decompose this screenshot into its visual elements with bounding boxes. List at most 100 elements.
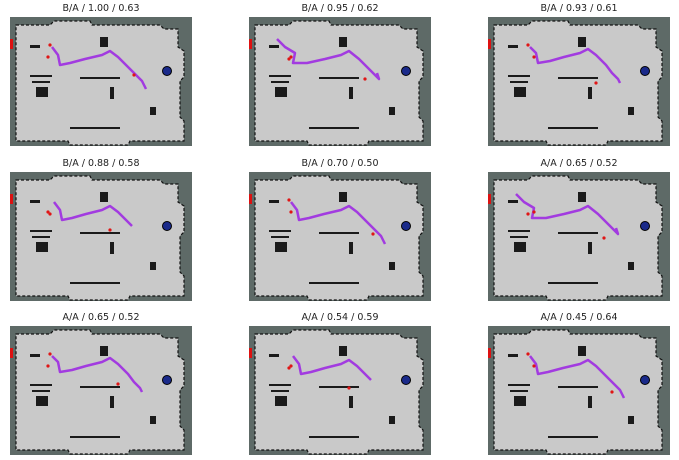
map-panel bbox=[488, 17, 670, 146]
agent-marker bbox=[526, 352, 529, 355]
obstacle bbox=[319, 77, 359, 79]
agent-marker bbox=[363, 77, 366, 80]
obstacle bbox=[339, 192, 347, 202]
obstacle bbox=[309, 436, 359, 438]
agent-marker bbox=[48, 212, 51, 215]
obstacle bbox=[548, 282, 598, 284]
agent-marker bbox=[371, 232, 374, 235]
obstacle bbox=[110, 242, 114, 254]
wall-marker bbox=[10, 194, 13, 204]
obstacle bbox=[110, 396, 114, 408]
map-panel bbox=[10, 326, 192, 455]
agent-marker bbox=[48, 43, 51, 46]
obstacle bbox=[275, 396, 287, 406]
obstacle bbox=[508, 200, 518, 203]
agent-marker bbox=[526, 43, 529, 46]
obstacle bbox=[628, 262, 634, 270]
agent-marker bbox=[108, 228, 111, 231]
obstacle bbox=[349, 396, 353, 408]
obstacle bbox=[514, 242, 526, 252]
obstacle bbox=[269, 45, 279, 48]
obstacle bbox=[36, 242, 48, 252]
obstacle bbox=[100, 346, 108, 356]
wall-marker bbox=[488, 194, 491, 204]
map-panel bbox=[10, 17, 192, 146]
wall-marker bbox=[488, 348, 491, 358]
obstacle bbox=[558, 386, 598, 388]
obstacle bbox=[558, 77, 598, 79]
obstacle bbox=[508, 75, 530, 77]
goal-marker bbox=[402, 222, 411, 231]
obstacle bbox=[349, 242, 353, 254]
obstacle bbox=[36, 396, 48, 406]
map-panel bbox=[249, 172, 431, 301]
obstacle bbox=[70, 282, 120, 284]
obstacle bbox=[271, 390, 289, 392]
obstacle bbox=[80, 232, 120, 234]
agent-marker bbox=[287, 57, 290, 60]
obstacle bbox=[349, 87, 353, 99]
map-panel bbox=[249, 326, 431, 455]
wall-marker bbox=[488, 39, 491, 49]
obstacle bbox=[339, 346, 347, 356]
obstacle bbox=[70, 436, 120, 438]
obstacle bbox=[30, 384, 52, 386]
wall-marker bbox=[249, 194, 252, 204]
figure: B/A / 1.00 / 0.63B/A / 0.95 / 0.62B/A / … bbox=[0, 0, 679, 460]
wall-marker bbox=[249, 348, 252, 358]
panel-title: A/A / 0.65 / 0.52 bbox=[541, 158, 618, 169]
obstacle bbox=[110, 87, 114, 99]
map-panel bbox=[10, 172, 192, 301]
obstacle bbox=[36, 87, 48, 97]
map-panel bbox=[488, 326, 670, 455]
panel-title: B/A / 0.95 / 0.62 bbox=[301, 3, 378, 14]
obstacle bbox=[309, 282, 359, 284]
panel-title: B/A / 0.93 / 0.61 bbox=[540, 3, 617, 14]
obstacle bbox=[269, 354, 279, 357]
panel-title: A/A / 0.54 / 0.59 bbox=[302, 312, 379, 323]
goal-marker bbox=[163, 222, 172, 231]
panel-title: A/A / 0.65 / 0.52 bbox=[63, 312, 140, 323]
agent-marker bbox=[602, 236, 605, 239]
obstacle bbox=[319, 232, 359, 234]
obstacle bbox=[150, 416, 156, 424]
wall-marker bbox=[249, 39, 252, 49]
obstacle bbox=[319, 386, 359, 388]
agent-marker bbox=[46, 364, 49, 367]
agent-marker bbox=[132, 73, 135, 76]
obstacle bbox=[510, 236, 528, 238]
wall-marker bbox=[10, 39, 13, 49]
obstacle bbox=[339, 37, 347, 47]
goal-marker bbox=[641, 67, 650, 76]
obstacle bbox=[548, 127, 598, 129]
map-panel bbox=[488, 172, 670, 301]
agent-marker bbox=[48, 352, 51, 355]
obstacle bbox=[514, 87, 526, 97]
panel-title: B/A / 0.88 / 0.58 bbox=[62, 158, 139, 169]
panel-title: A/A / 0.45 / 0.64 bbox=[541, 312, 618, 323]
obstacle bbox=[32, 81, 50, 83]
obstacle bbox=[80, 77, 120, 79]
obstacle bbox=[275, 242, 287, 252]
obstacle bbox=[578, 346, 586, 356]
obstacle bbox=[578, 37, 586, 47]
obstacle bbox=[70, 127, 120, 129]
obstacle bbox=[558, 232, 598, 234]
goal-marker bbox=[163, 67, 172, 76]
obstacle bbox=[508, 354, 518, 357]
agent-marker bbox=[610, 390, 613, 393]
obstacle bbox=[548, 436, 598, 438]
obstacle bbox=[100, 192, 108, 202]
wall-marker bbox=[10, 348, 13, 358]
obstacle bbox=[588, 87, 592, 99]
agent-marker bbox=[532, 55, 535, 58]
obstacle bbox=[30, 354, 40, 357]
obstacle bbox=[30, 230, 52, 232]
agent-marker bbox=[116, 382, 119, 385]
obstacle bbox=[389, 416, 395, 424]
obstacle bbox=[30, 200, 40, 203]
goal-marker bbox=[641, 376, 650, 385]
obstacle bbox=[80, 386, 120, 388]
obstacle bbox=[271, 236, 289, 238]
obstacle bbox=[30, 75, 52, 77]
